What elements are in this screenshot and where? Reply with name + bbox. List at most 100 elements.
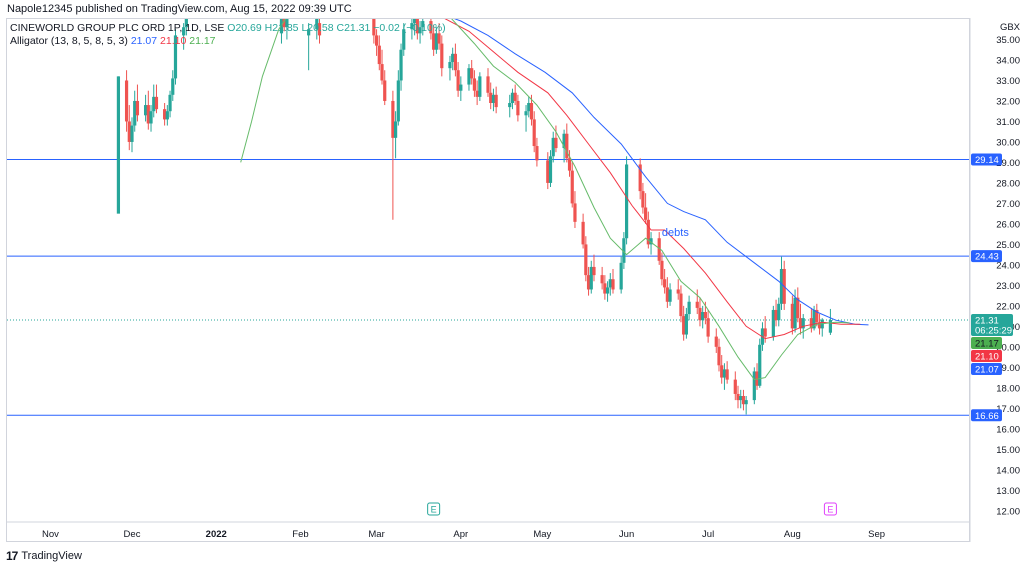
candle-body[interactable] <box>413 17 417 24</box>
candle-body[interactable] <box>127 121 131 142</box>
candle-body[interactable] <box>440 43 444 69</box>
candle-body[interactable] <box>399 49 403 81</box>
candle-body[interactable] <box>410 23 414 30</box>
candle-body[interactable] <box>573 203 577 222</box>
candle-body[interactable] <box>472 78 477 91</box>
earnings-event-icon[interactable] <box>427 502 441 516</box>
candle-body[interactable] <box>774 309 778 321</box>
candle-body[interactable] <box>622 238 626 263</box>
candle-body[interactable] <box>317 23 322 36</box>
chart-annotation-text[interactable]: debts <box>662 227 689 239</box>
candle-body[interactable] <box>605 287 610 294</box>
candle-body[interactable] <box>516 100 520 116</box>
candle-body[interactable] <box>279 15 284 34</box>
candle-body[interactable] <box>124 80 129 122</box>
candle-body[interactable] <box>394 121 398 138</box>
candle-body[interactable] <box>720 365 724 378</box>
candle-body[interactable] <box>589 266 593 290</box>
candle-body[interactable] <box>459 84 463 91</box>
candle-body[interactable] <box>154 96 159 110</box>
candle-body[interactable] <box>714 336 718 347</box>
candle-body[interactable] <box>173 35 178 79</box>
indicator-name[interactable]: Alligator (13, 8, 5, 8, 5, 3) <box>10 35 128 47</box>
candle-body[interactable] <box>611 279 615 290</box>
candle-body[interactable] <box>374 35 379 46</box>
candle-body[interactable] <box>668 289 672 302</box>
candle-body[interactable] <box>513 92 517 101</box>
candle-body[interactable] <box>448 62 452 69</box>
candle-body[interactable] <box>486 76 490 93</box>
candle-body[interactable] <box>733 379 737 394</box>
candle-body[interactable] <box>665 287 669 302</box>
candle-body[interactable] <box>548 156 553 183</box>
candle-body[interactable] <box>752 371 756 401</box>
candle-body[interactable] <box>418 27 422 34</box>
candle-body[interactable] <box>758 344 762 386</box>
candle-body[interactable] <box>817 322 822 329</box>
candle-body[interactable] <box>315 19 319 30</box>
symbol-name[interactable]: CINEWORLD GROUP PLC ORD 1P, 1D, LSE <box>10 22 225 34</box>
alligator-lips-line[interactable] <box>450 17 850 381</box>
candle-body[interactable] <box>779 268 784 304</box>
candle-body[interactable] <box>725 369 729 380</box>
candle-body[interactable] <box>380 64 384 81</box>
candle-body[interactable] <box>470 68 474 79</box>
candle-body[interactable] <box>777 303 781 321</box>
candle-body[interactable] <box>682 316 686 335</box>
candle-body[interactable] <box>396 80 400 122</box>
candle-body[interactable] <box>489 92 493 104</box>
candle-body[interactable] <box>570 170 574 204</box>
candle-body[interactable] <box>641 191 645 208</box>
candle-body[interactable] <box>383 80 387 101</box>
candle-body[interactable] <box>562 133 566 149</box>
candle-body[interactable] <box>146 105 150 124</box>
candle-body[interactable] <box>491 94 496 104</box>
alligator-lips-early-line[interactable] <box>240 13 290 163</box>
candle-body[interactable] <box>551 137 555 157</box>
candle-body[interactable] <box>451 53 455 63</box>
candle-body[interactable] <box>828 319 833 333</box>
candle-body[interactable] <box>372 17 376 36</box>
candle-body[interactable] <box>722 369 727 378</box>
footer-brand[interactable]: 17 TradingView <box>6 548 82 564</box>
candle-body[interactable] <box>143 105 148 116</box>
candle-body[interactable] <box>437 33 441 44</box>
earnings-event-icon[interactable] <box>823 502 837 516</box>
candle-body[interactable] <box>619 262 623 290</box>
candle-body[interactable] <box>739 396 743 401</box>
candle-body[interactable] <box>282 15 286 28</box>
candle-body[interactable] <box>793 297 797 329</box>
candle-body[interactable] <box>527 103 531 112</box>
candle-body[interactable] <box>456 70 460 91</box>
candle-body[interactable] <box>744 400 748 405</box>
candle-body[interactable] <box>135 100 140 116</box>
candle-body[interactable] <box>663 279 667 288</box>
alligator-teeth-line[interactable] <box>442 17 861 340</box>
candle-body[interactable] <box>116 76 121 214</box>
candle-body[interactable] <box>130 125 134 142</box>
candle-body[interactable] <box>475 90 479 97</box>
candle-body[interactable] <box>554 137 558 149</box>
candle-body[interactable] <box>377 45 381 65</box>
candle-body[interactable] <box>285 19 289 28</box>
candle-body[interactable] <box>163 109 167 120</box>
candle-body[interactable] <box>684 314 688 335</box>
candle-body[interactable] <box>165 111 169 120</box>
candle-body[interactable] <box>703 312 708 319</box>
candle-body[interactable] <box>467 68 471 85</box>
candle-body[interactable] <box>586 275 591 290</box>
candle-body[interactable] <box>565 133 569 159</box>
candle-body[interactable] <box>815 309 819 323</box>
candle-body[interactable] <box>624 164 629 239</box>
candle-body[interactable] <box>168 94 172 112</box>
candle-body[interactable] <box>402 29 406 50</box>
candle-body[interactable] <box>182 27 186 36</box>
candle-body[interactable] <box>584 244 588 276</box>
candle-body[interactable] <box>646 219 650 245</box>
candle-body[interactable] <box>535 146 539 161</box>
candle-body[interactable] <box>771 309 775 337</box>
candle-body[interactable] <box>546 160 550 183</box>
candle-body[interactable] <box>434 33 438 50</box>
candle-body[interactable] <box>149 111 153 124</box>
